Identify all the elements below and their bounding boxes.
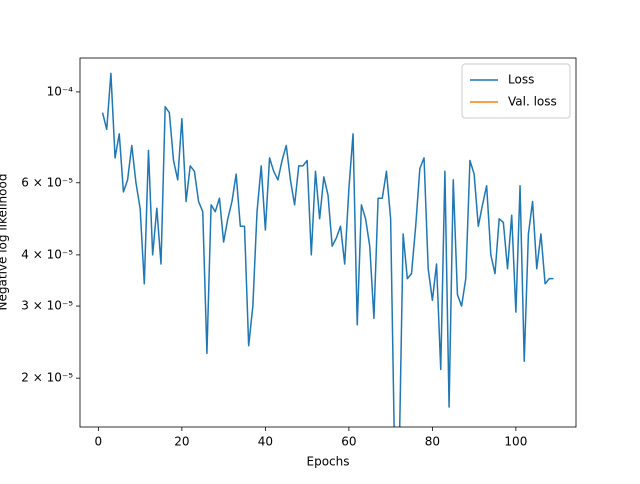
y-tick-label: 6 × 10⁻⁵ — [21, 175, 73, 189]
y-tick-label: 4 × 10⁻⁵ — [21, 247, 73, 261]
legend-label: Val. loss — [508, 95, 557, 109]
y-tick-label: 3 × 10⁻⁵ — [21, 299, 73, 313]
x-tick-label: 20 — [174, 435, 189, 449]
legend-box — [461, 63, 571, 119]
y-tick-label: 2 × 10⁻⁵ — [21, 371, 73, 385]
axes-frame — [79, 57, 577, 428]
x-tick-label: 100 — [504, 435, 527, 449]
x-tick-label: 0 — [95, 435, 103, 449]
y-axis-label: Negative log likelihood — [0, 174, 10, 311]
x-tick-label: 40 — [258, 435, 273, 449]
line — [101, 72, 554, 427]
plot-area — [101, 72, 554, 427]
x-axis-label: Epochs — [307, 455, 350, 469]
x-tick-label: 60 — [341, 435, 356, 449]
y-tick-label: 10⁻⁴ — [47, 84, 74, 98]
legend-label: Loss — [508, 73, 534, 87]
x-tick-label: 80 — [425, 435, 440, 449]
